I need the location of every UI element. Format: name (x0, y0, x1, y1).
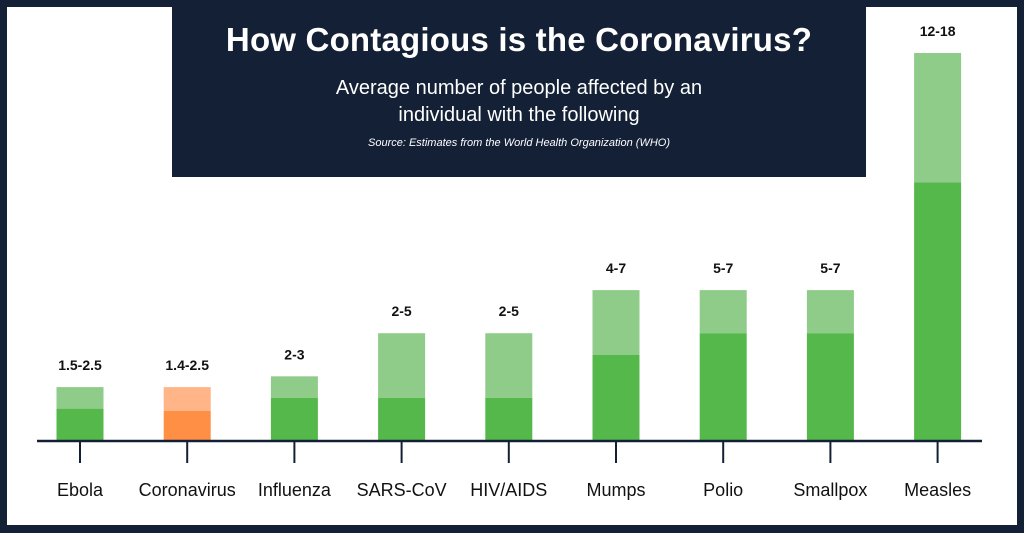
value-label-1: 1.4-2.5 (165, 357, 209, 373)
value-label-4: 2-5 (499, 303, 519, 319)
value-label-7: 5-7 (820, 260, 840, 276)
bar-high-6 (699, 290, 747, 334)
bar-high-7 (806, 290, 854, 334)
bar-high-5 (592, 290, 640, 355)
category-label-1: Coronavirus (139, 480, 236, 500)
bar-low-4 (485, 397, 533, 441)
bar-high-0 (56, 387, 104, 409)
bar-low-0 (56, 408, 104, 441)
chart-title: How Contagious is the Coronavirus? (225, 21, 813, 58)
bar-low-3 (378, 397, 426, 441)
value-label-3: 2-5 (391, 303, 411, 319)
category-label-6: Polio (703, 480, 743, 500)
category-label-2: Influenza (258, 480, 332, 500)
bar-chart: 1.5-2.5 Ebola 1.4-2.5 Coronavirus 2-3 Influen… (37, 23, 982, 500)
chart-source: Source: Estimates from the World Health … (368, 137, 670, 149)
value-label-0: 1.5-2.5 (58, 357, 102, 373)
category-label-4: HIV/AIDS (470, 480, 547, 500)
bar-high-1 (163, 387, 211, 411)
bar-low-5 (592, 354, 640, 441)
bar-high-2 (270, 376, 318, 398)
bar-low-8 (914, 182, 962, 442)
value-label-8: 12-18 (920, 23, 956, 39)
bar-low-7 (806, 333, 854, 441)
chart-frame: 1.5-2.5 Ebola 1.4-2.5 Coronavirus 2-3 Influen… (7, 7, 1017, 525)
category-label-5: Mumps (586, 480, 645, 500)
category-label-8: Measles (904, 480, 971, 500)
bar-high-4 (485, 333, 533, 398)
title-box: How Contagious is the Coronavirus? Avera… (172, 7, 866, 177)
bar-high-8 (914, 53, 962, 183)
bar-low-6 (699, 333, 747, 441)
value-label-6: 5-7 (713, 260, 733, 276)
value-label-5: 4-7 (606, 260, 626, 276)
category-label-0: Ebola (57, 480, 104, 500)
value-label-2: 2-3 (284, 346, 304, 362)
bar-high-3 (378, 333, 426, 398)
bar-low-1 (163, 410, 211, 441)
category-label-7: Smallpox (793, 480, 867, 500)
category-label-3: SARS-CoV (357, 480, 447, 500)
bar-low-2 (270, 397, 318, 441)
chart-subtitle: Average number of people affected by an … (335, 77, 703, 126)
